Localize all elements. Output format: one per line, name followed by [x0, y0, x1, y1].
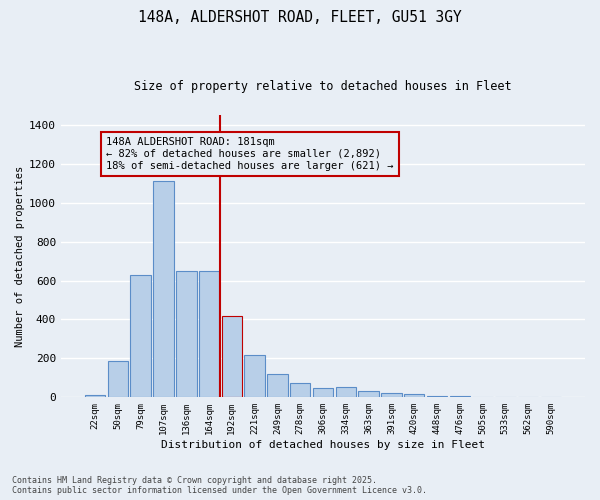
Text: 148A, ALDERSHOT ROAD, FLEET, GU51 3GY: 148A, ALDERSHOT ROAD, FLEET, GU51 3GY [138, 10, 462, 25]
Bar [267, 374, 287, 398]
Bar [404, 394, 424, 398]
Bar [176, 271, 197, 398]
Bar [244, 356, 265, 398]
Bar [313, 388, 333, 398]
Bar [335, 386, 356, 398]
Bar [85, 396, 106, 398]
Bar [199, 271, 220, 398]
Text: 148A ALDERSHOT ROAD: 181sqm
← 82% of detached houses are smaller (2,892)
18% of : 148A ALDERSHOT ROAD: 181sqm ← 82% of det… [106, 138, 394, 170]
Bar [221, 316, 242, 398]
Bar [130, 274, 151, 398]
Bar [107, 362, 128, 398]
Text: Contains HM Land Registry data © Crown copyright and database right 2025.
Contai: Contains HM Land Registry data © Crown c… [12, 476, 427, 495]
Title: Size of property relative to detached houses in Fleet: Size of property relative to detached ho… [134, 80, 512, 93]
Y-axis label: Number of detached properties: Number of detached properties [15, 166, 25, 347]
Bar [153, 181, 174, 398]
X-axis label: Distribution of detached houses by size in Fleet: Distribution of detached houses by size … [161, 440, 485, 450]
Bar [427, 396, 447, 398]
Bar [449, 396, 470, 398]
Bar [290, 382, 310, 398]
Bar [381, 394, 401, 398]
Bar [358, 392, 379, 398]
